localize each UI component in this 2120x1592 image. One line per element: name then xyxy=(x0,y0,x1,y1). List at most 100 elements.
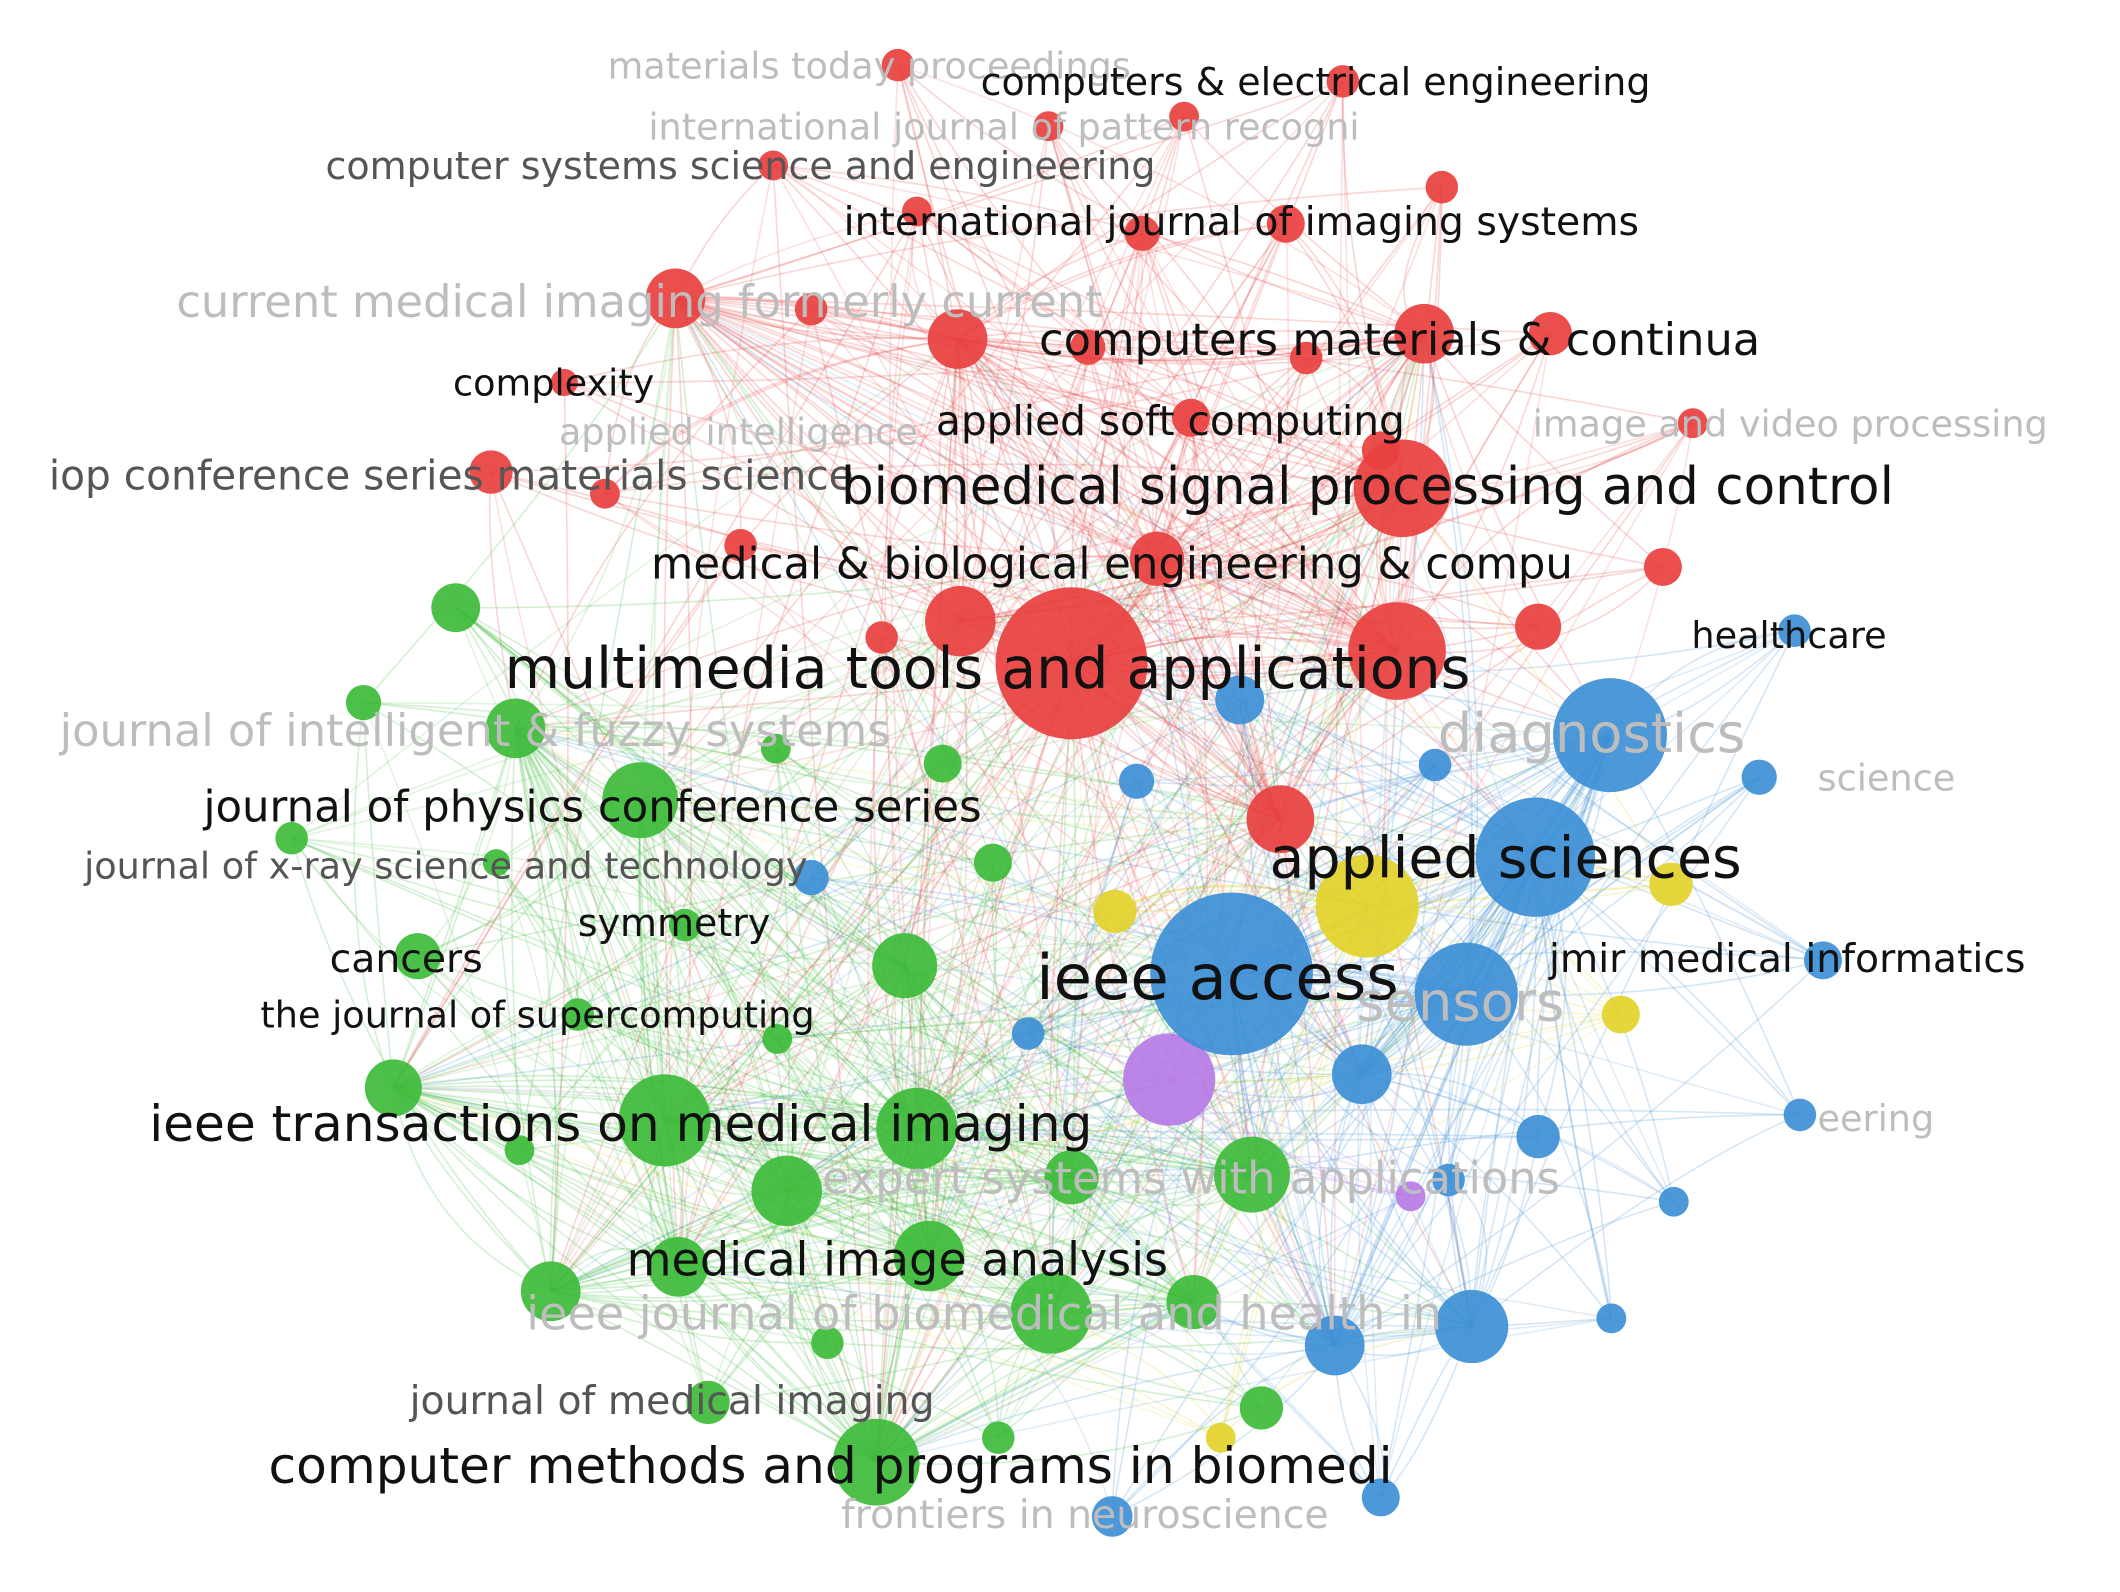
network-edge xyxy=(786,1190,1194,1303)
blue-cluster-node[interactable] xyxy=(1596,1303,1627,1334)
green-cluster-node[interactable] xyxy=(520,1261,581,1322)
green-cluster-node[interactable] xyxy=(561,998,595,1031)
green-cluster-node[interactable] xyxy=(923,744,962,783)
blue-cluster-node[interactable] xyxy=(1418,748,1452,782)
blue-cluster-node[interactable] xyxy=(1119,763,1155,799)
green-cluster-node[interactable] xyxy=(485,698,546,759)
red-cluster-node[interactable] xyxy=(1171,398,1210,437)
blue-cluster-node[interactable] xyxy=(1361,1478,1400,1517)
red-cluster-node[interactable] xyxy=(1070,329,1106,365)
network-edge xyxy=(674,297,742,546)
green-cluster-node[interactable] xyxy=(648,1237,709,1297)
purple-cluster-node[interactable] xyxy=(1123,1033,1216,1126)
green-cluster-node[interactable] xyxy=(394,933,441,980)
red-cluster-node[interactable] xyxy=(1425,170,1459,204)
red-cluster-node[interactable] xyxy=(550,368,578,397)
network-edge xyxy=(663,1120,877,1463)
green-cluster-node[interactable] xyxy=(1010,1272,1092,1354)
red-cluster-node[interactable] xyxy=(1289,341,1323,375)
network-edge xyxy=(393,818,1281,1089)
green-cluster-node[interactable] xyxy=(893,1220,965,1292)
red-cluster-node[interactable] xyxy=(1515,603,1562,650)
blue-cluster-node[interactable] xyxy=(1150,892,1313,1056)
blue-cluster-node[interactable] xyxy=(1215,675,1265,725)
green-cluster-node[interactable] xyxy=(832,1418,920,1506)
green-cluster-node[interactable] xyxy=(982,1421,1015,1455)
green-cluster-node[interactable] xyxy=(1239,1386,1284,1430)
network-edge xyxy=(959,116,1185,622)
green-cluster-node[interactable] xyxy=(504,1135,535,1166)
network-edge xyxy=(675,297,1824,961)
green-cluster-node[interactable] xyxy=(973,843,1012,882)
red-cluster-node[interactable] xyxy=(927,309,988,369)
green-cluster-node[interactable] xyxy=(431,583,481,633)
green-cluster-node[interactable] xyxy=(811,1326,844,1360)
blue-cluster-node[interactable] xyxy=(1435,1289,1509,1364)
network-edge xyxy=(514,727,877,1463)
yellow-cluster-node[interactable] xyxy=(1205,1422,1236,1453)
blue-cluster-node[interactable] xyxy=(1011,1017,1045,1050)
red-cluster-node[interactable] xyxy=(590,478,620,509)
blue-cluster-node[interactable] xyxy=(1432,1163,1465,1197)
blue-cluster-node[interactable] xyxy=(1304,1315,1365,1376)
red-cluster-node[interactable] xyxy=(1394,303,1455,364)
green-cluster-node[interactable] xyxy=(686,1380,730,1425)
red-cluster-node[interactable] xyxy=(724,528,757,562)
yellow-cluster-node[interactable] xyxy=(1315,854,1419,958)
purple-cluster-node[interactable] xyxy=(1395,1181,1426,1212)
red-cluster-node[interactable] xyxy=(1169,101,1200,132)
red-cluster-node[interactable] xyxy=(1266,204,1305,243)
red-cluster-node[interactable] xyxy=(1348,602,1446,700)
green-cluster-node[interactable] xyxy=(1166,1274,1221,1330)
green-cluster-node[interactable] xyxy=(482,849,510,877)
green-cluster-node[interactable] xyxy=(345,684,382,721)
blue-cluster-node[interactable] xyxy=(1803,941,1842,980)
red-cluster-node[interactable] xyxy=(758,150,789,181)
red-cluster-node[interactable] xyxy=(1129,531,1185,586)
green-cluster-node[interactable] xyxy=(762,1024,793,1054)
red-cluster-node[interactable] xyxy=(1326,65,1360,98)
green-cluster-node[interactable] xyxy=(872,933,938,999)
blue-cluster-node[interactable] xyxy=(1475,797,1596,917)
yellow-cluster-node[interactable] xyxy=(1649,862,1693,907)
red-cluster-node[interactable] xyxy=(1353,439,1452,538)
green-cluster-node[interactable] xyxy=(1213,1136,1290,1213)
green-cluster-node[interactable] xyxy=(876,1087,958,1170)
green-cluster-node[interactable] xyxy=(668,908,702,942)
red-cluster-node[interactable] xyxy=(925,585,996,657)
blue-cluster-node[interactable] xyxy=(1778,614,1811,647)
red-cluster-node[interactable] xyxy=(794,292,828,326)
blue-cluster-node[interactable] xyxy=(1553,678,1667,793)
blue-cluster-node[interactable] xyxy=(1516,1114,1560,1159)
yellow-cluster-node[interactable] xyxy=(1601,995,1640,1034)
green-cluster-node[interactable] xyxy=(760,733,791,764)
green-cluster-node[interactable] xyxy=(751,1155,822,1227)
red-cluster-node[interactable] xyxy=(995,587,1148,740)
green-cluster-node[interactable] xyxy=(602,762,679,839)
network-edge xyxy=(675,297,1192,419)
blue-cluster-node[interactable] xyxy=(1741,759,1777,795)
red-cluster-node[interactable] xyxy=(1528,311,1573,356)
green-cluster-node[interactable] xyxy=(1044,1150,1099,1205)
node-label-lbl-03: international journal of pattern recogni xyxy=(648,105,1359,148)
blue-cluster-node[interactable] xyxy=(1091,1496,1133,1537)
red-cluster-node[interactable] xyxy=(1124,215,1160,251)
red-cluster-node[interactable] xyxy=(901,196,932,227)
yellow-cluster-node[interactable] xyxy=(1093,889,1137,934)
blue-cluster-node[interactable] xyxy=(1783,1098,1817,1132)
green-cluster-node[interactable] xyxy=(275,821,308,855)
green-cluster-node[interactable] xyxy=(364,1059,422,1117)
blue-cluster-node[interactable] xyxy=(1658,1186,1689,1217)
red-cluster-node[interactable] xyxy=(645,268,706,329)
red-cluster-node[interactable] xyxy=(1677,408,1708,439)
blue-cluster-node[interactable] xyxy=(793,859,829,896)
red-cluster-node[interactable] xyxy=(1643,547,1682,586)
red-cluster-node[interactable] xyxy=(469,450,513,494)
blue-cluster-node[interactable] xyxy=(1414,942,1518,1046)
red-cluster-node[interactable] xyxy=(881,48,915,82)
green-cluster-node[interactable] xyxy=(618,1074,711,1167)
red-cluster-node[interactable] xyxy=(865,621,898,654)
red-cluster-node[interactable] xyxy=(1246,785,1315,854)
blue-cluster-node[interactable] xyxy=(1331,1044,1392,1105)
red-cluster-node[interactable] xyxy=(1033,111,1064,142)
